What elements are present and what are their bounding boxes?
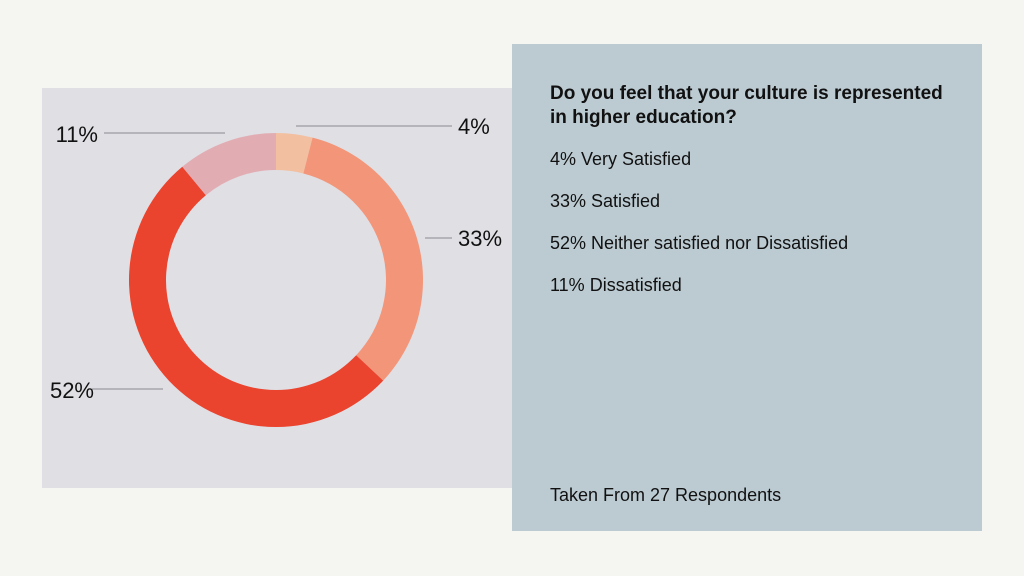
respondents-footnote: Taken From 27 Respondents <box>550 485 782 505</box>
slice-very-satisfied <box>276 133 313 174</box>
info-panel: Do you feel that your culture is represe… <box>512 44 982 531</box>
legend-item-very-satisfied: 4% Very Satisfied <box>550 149 692 169</box>
question-title: Do you feel that your culture is represe… <box>550 83 943 128</box>
pct-label-very-satisfied: 4% <box>458 114 490 139</box>
slice-satisfied <box>303 137 423 381</box>
slice-neither <box>128 166 384 428</box>
pct-label-dissatisfied: 11% <box>56 122 98 147</box>
chart-panel: 4% 33% 52% 11% <box>42 88 514 488</box>
legend-item-neither: 52% Neither satisfied nor Dissatisfied <box>550 233 849 253</box>
slice-dissatisfied <box>182 133 276 196</box>
donut-chart: 4% 33% 52% 11% <box>50 114 502 428</box>
legend-item-satisfied: 33% Satisfied <box>550 191 661 211</box>
legend-item-dissatisfied: 11% Dissatisfied <box>550 275 682 295</box>
pct-label-satisfied: 33% <box>458 226 502 251</box>
pct-label-neither: 52% <box>50 378 94 403</box>
